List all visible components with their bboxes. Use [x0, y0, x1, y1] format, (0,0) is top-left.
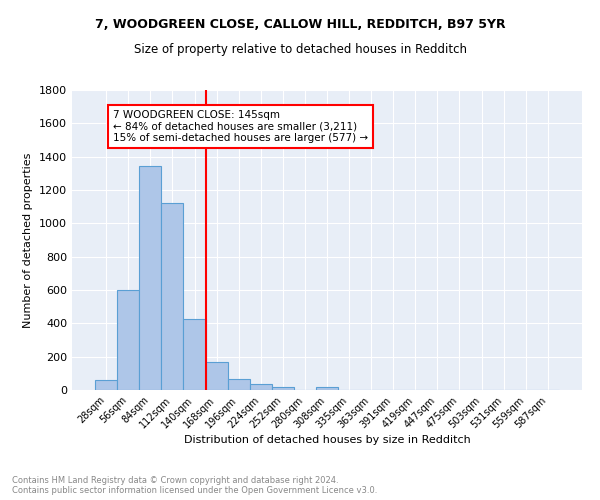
Bar: [272, 386, 294, 390]
Bar: [206, 362, 227, 390]
Bar: [250, 384, 272, 390]
Text: Contains HM Land Registry data © Crown copyright and database right 2024.
Contai: Contains HM Land Registry data © Crown c…: [12, 476, 377, 495]
Bar: [139, 166, 161, 390]
Bar: [95, 380, 117, 390]
Bar: [161, 204, 184, 390]
Text: 7, WOODGREEN CLOSE, CALLOW HILL, REDDITCH, B97 5YR: 7, WOODGREEN CLOSE, CALLOW HILL, REDDITC…: [95, 18, 505, 30]
Bar: [227, 379, 250, 390]
X-axis label: Distribution of detached houses by size in Redditch: Distribution of detached houses by size …: [184, 436, 470, 446]
Bar: [117, 290, 139, 390]
Y-axis label: Number of detached properties: Number of detached properties: [23, 152, 34, 328]
Bar: [184, 319, 206, 390]
Text: Size of property relative to detached houses in Redditch: Size of property relative to detached ho…: [133, 42, 467, 56]
Bar: [316, 386, 338, 390]
Text: 7 WOODGREEN CLOSE: 145sqm
← 84% of detached houses are smaller (3,211)
15% of se: 7 WOODGREEN CLOSE: 145sqm ← 84% of detac…: [113, 110, 368, 143]
